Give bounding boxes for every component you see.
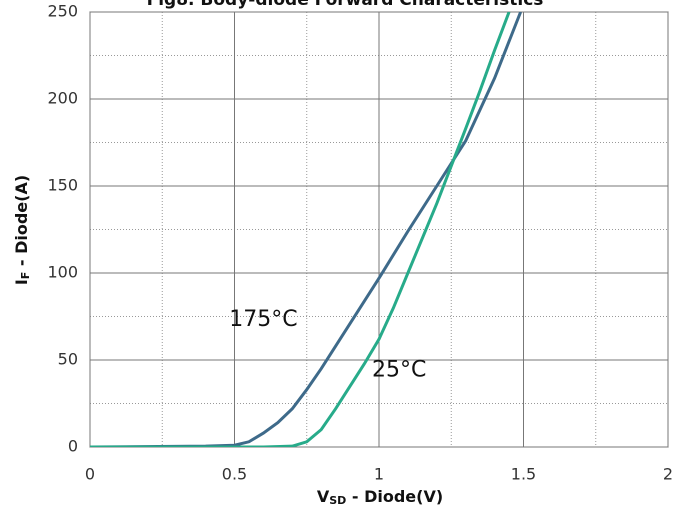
x-axis-label: VSD - Diode(V) [317,487,443,508]
y-axis-label: IF - Diode(A) [12,175,33,285]
series-label: 175°C [229,307,297,332]
series-line [90,12,511,447]
y-tick-label: 250 [47,2,78,21]
y-tick-label: 100 [47,263,78,282]
series-label: 25°C [372,357,426,382]
x-tick-label: 0.5 [222,465,247,484]
series-line [90,12,523,447]
x-tick-label: 1.5 [511,465,536,484]
series-group [90,12,523,447]
y-tick-label: 50 [58,350,78,369]
x-tick-label: 2 [663,465,673,484]
y-tick-label: 150 [47,176,78,195]
x-tick-label: 1 [374,465,384,484]
x-tick-label: 0 [85,465,95,484]
chart-title: Fig8. Body-diode Forward Characteristics [147,0,544,10]
y-tick-label: 200 [47,89,78,108]
y-tick-label: 0 [68,437,78,456]
